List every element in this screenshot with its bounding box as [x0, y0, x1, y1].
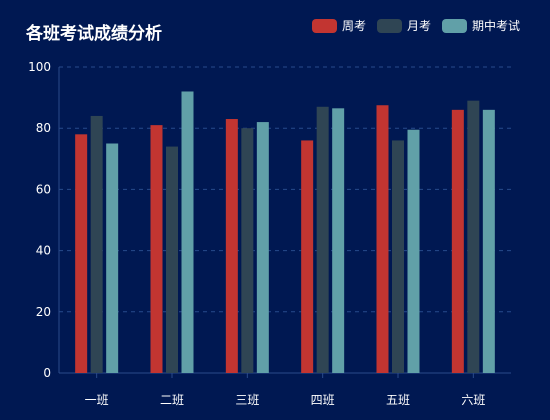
legend-item-series-0[interactable]: 周考	[311, 17, 366, 35]
legend-swatch-series-1	[376, 19, 402, 33]
y-tick-label: 80	[36, 121, 51, 135]
legend-item-series-2[interactable]: 期中考试	[441, 17, 520, 35]
legend-item-series-1[interactable]: 月考	[376, 17, 431, 35]
bar-2-3	[332, 108, 345, 373]
y-tick-label: 60	[36, 182, 51, 196]
bar-2-0	[106, 143, 119, 373]
bar-0-5	[451, 109, 464, 373]
bar-2-1	[181, 91, 194, 373]
bar-2-2	[256, 122, 269, 373]
bar-0-1	[150, 125, 163, 373]
x-category-label: 六班	[461, 393, 485, 407]
x-category-label: 四班	[311, 393, 335, 407]
bar-0-4	[376, 105, 389, 373]
bar-1-1	[166, 146, 178, 373]
bar-1-5	[467, 100, 480, 373]
x-category-label: 二班	[160, 393, 184, 407]
legend: 周考 月考 期中考试	[311, 17, 520, 35]
legend-label-series-2: 期中考试	[471, 19, 520, 33]
bar-1-2	[241, 128, 254, 373]
bar-2-4	[407, 129, 420, 373]
bar-0-0	[75, 134, 88, 373]
y-tick-label: 100	[28, 60, 51, 74]
legend-swatch-series-0	[311, 19, 337, 33]
bar-0-3	[301, 140, 314, 373]
chart-title: 各班考试成绩分析	[26, 24, 162, 44]
x-category-label: 一班	[85, 393, 109, 407]
bar-0-2	[225, 119, 238, 374]
legend-label-series-0: 周考	[341, 19, 366, 33]
legend-swatch-series-2	[441, 19, 467, 33]
bar-1-3	[316, 106, 329, 373]
bar-2-5	[482, 109, 495, 373]
x-category-label: 五班	[386, 393, 410, 407]
legend-label-series-1: 月考	[406, 19, 431, 33]
bar-1-0	[90, 115, 103, 374]
y-tick-label: 20	[36, 305, 51, 319]
bar-1-4	[392, 140, 404, 373]
y-tick-label: 0	[43, 366, 51, 380]
y-tick-label: 40	[36, 244, 51, 258]
x-category-label: 三班	[235, 393, 259, 407]
